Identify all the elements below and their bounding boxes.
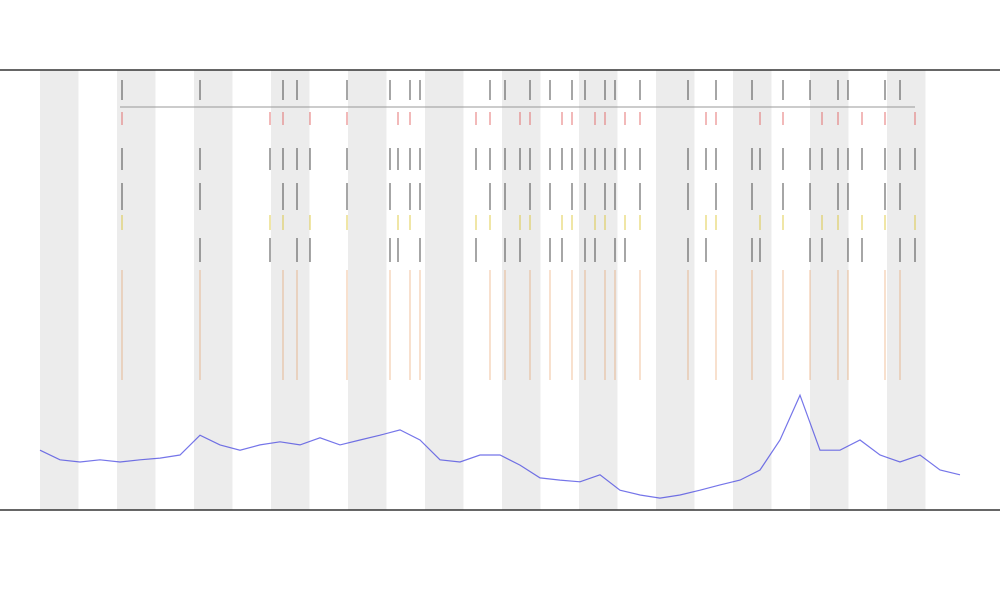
band <box>117 70 156 510</box>
band <box>810 70 849 510</box>
band <box>348 70 387 510</box>
band <box>271 70 310 510</box>
event-layer <box>121 80 916 380</box>
line-layer <box>39 393 961 499</box>
band <box>502 70 541 510</box>
band-layer <box>40 70 926 510</box>
band <box>887 70 926 510</box>
band <box>40 70 79 510</box>
data-line <box>39 393 961 499</box>
band <box>425 70 464 510</box>
band <box>656 70 695 510</box>
band <box>194 70 233 510</box>
band <box>579 70 618 510</box>
